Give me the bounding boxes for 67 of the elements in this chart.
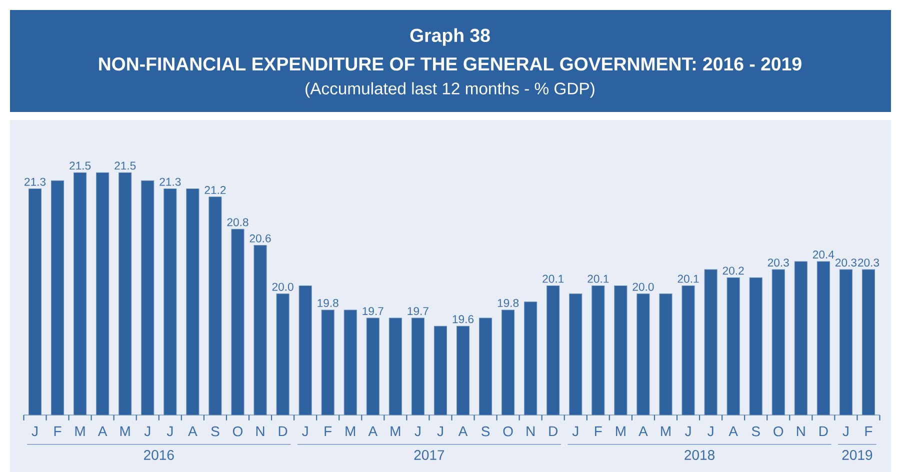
x-tick-label: A — [458, 426, 468, 436]
x-tick-label: F — [54, 426, 62, 436]
x-tick-label: A — [188, 426, 198, 436]
text: 2016 — [144, 450, 174, 460]
data-label: 19.8 — [318, 299, 338, 308]
x-tick-label: S — [752, 426, 760, 436]
x-tick-label: J — [414, 426, 420, 436]
x-tick-label: N — [256, 426, 264, 436]
x-tick-label: J — [32, 426, 38, 436]
data-label: 19.7 — [408, 307, 428, 316]
data-label: 20.8 — [227, 218, 248, 226]
x-tick-label: A — [638, 426, 648, 436]
data-label: 20.1 — [678, 274, 699, 283]
x-tick-label: F — [865, 426, 872, 436]
data-label: 20.3 — [835, 258, 856, 267]
data-label: 20.0 — [272, 282, 294, 291]
x-tick-label: J — [708, 426, 714, 436]
chart-subtitle: NON-FINANCIAL EXPENDITURE OF THE GENERAL GOVERNMENT: 2016 - 2019 — [99, 57, 802, 71]
x-tick-label: M — [616, 426, 626, 436]
data-label: 20.3 — [858, 258, 880, 267]
x-tick-label: S — [211, 426, 220, 436]
x-tick-label: J — [302, 426, 308, 436]
x-tick-label: F — [324, 426, 332, 436]
x-tick-label: M — [661, 426, 670, 436]
data-label: 21.2 — [204, 186, 226, 194]
data-label: 21.3 — [160, 178, 181, 186]
x-tick-label: M — [120, 426, 130, 436]
x-tick-label: J — [437, 426, 443, 436]
data-label: 20.0 — [632, 282, 654, 291]
data-label: 19.7 — [362, 307, 384, 316]
data-label: 20.1 — [542, 274, 564, 283]
x-tick-label: A — [728, 426, 738, 436]
x-tick-label: N — [526, 426, 534, 436]
text: 2019 — [842, 450, 872, 460]
data-label: 20.2 — [722, 266, 744, 275]
x-tick-label: M — [75, 426, 85, 436]
x-tick-label: O — [774, 426, 784, 436]
data-label: 21.5 — [114, 162, 136, 170]
data-label: 19.6 — [452, 315, 474, 324]
x-tick-label: J — [572, 426, 578, 436]
x-tick-label: J — [144, 426, 150, 436]
x-tick-label: O — [232, 426, 242, 436]
text: (Accumulated last 12 months - % GDP) — [306, 82, 594, 98]
x-tick-label: S — [481, 426, 490, 436]
x-tick-label: M — [390, 426, 400, 436]
x-tick-label: O — [503, 426, 513, 436]
x-tick-label: J — [166, 426, 173, 436]
x-tick-label: D — [820, 426, 828, 436]
data-label: 20.3 — [768, 258, 789, 267]
text: 2017 — [414, 450, 444, 460]
data-label: 20.1 — [588, 274, 609, 283]
x-tick-label: D — [549, 426, 558, 436]
x-tick-label: J — [684, 426, 691, 436]
x-tick-label: M — [346, 426, 356, 436]
data-label: 19.8 — [498, 299, 519, 308]
chart-title: Graph 38 — [410, 28, 490, 46]
data-label: 20.4 — [812, 250, 834, 259]
x-tick-label: D — [278, 426, 288, 436]
x-tick-label: J — [842, 426, 848, 436]
text: 2018 — [684, 450, 714, 460]
x-tick-label: A — [368, 426, 378, 436]
x-tick-label: A — [98, 426, 108, 436]
data-label: 21.5 — [70, 162, 91, 170]
x-tick-label: F — [595, 426, 602, 436]
data-label: 21.3 — [24, 178, 46, 186]
data-label: 20.6 — [250, 234, 271, 242]
x-tick-label: N — [796, 426, 805, 436]
